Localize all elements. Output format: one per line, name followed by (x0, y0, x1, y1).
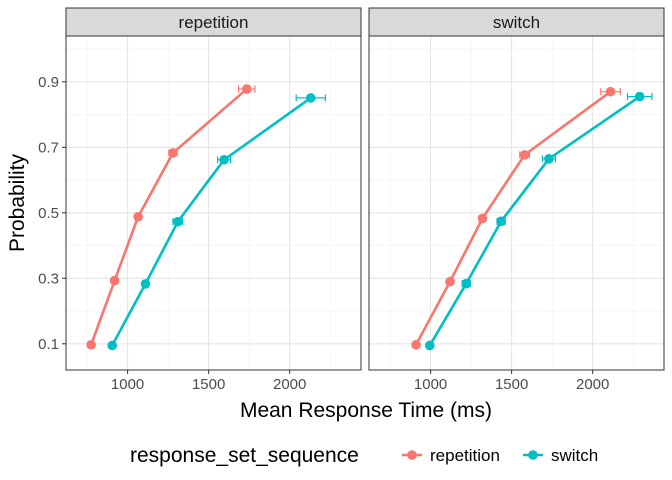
data-point (305, 93, 316, 103)
data-point (219, 154, 229, 165)
panel-border (65, 35, 362, 371)
legend-entry-repetition: repetition (402, 446, 500, 465)
series-switch (107, 93, 326, 351)
data-point (461, 278, 472, 289)
data-point (519, 150, 530, 160)
legend-title: response_set_sequence (130, 444, 359, 467)
facet-strip-label: switch (493, 13, 540, 32)
legend-entry-switch: switch (523, 446, 598, 465)
data-point (477, 213, 488, 224)
panel-border (368, 35, 665, 371)
y-tick-label: 0.9 (38, 74, 59, 91)
legend: response_set_sequence repetition switch (130, 444, 598, 467)
x-tick-label: 1500 (495, 376, 528, 393)
data-point (241, 84, 252, 94)
x-tick-label: 1500 (192, 376, 225, 393)
legend-key-point (407, 450, 417, 460)
y-tick-label: 0.3 (38, 270, 59, 287)
legend-label: switch (551, 446, 598, 465)
facet-strip-label: repetition (179, 13, 249, 32)
facet-panel-switch: switch 1000 1500 2000 (368, 7, 665, 393)
x-tick-label: 2000 (576, 376, 609, 393)
data-point (544, 153, 554, 164)
data-point (140, 279, 151, 289)
legend-label: repetition (430, 446, 500, 465)
x-tick-label: 1000 (111, 376, 144, 393)
data-point (445, 276, 455, 287)
x-tick-label: 1000 (414, 376, 447, 393)
y-tick-label: 0.7 (38, 139, 59, 156)
data-point (109, 275, 120, 286)
series-repetition (411, 86, 621, 350)
data-point (133, 211, 143, 222)
data-point (605, 86, 616, 97)
y-tick-label: 0.5 (38, 205, 59, 222)
facet-strip (65, 7, 362, 37)
facet-panel-repetition: repetition 1000 1500 2000 (65, 7, 362, 393)
legend-key-point (528, 450, 538, 460)
data-point (173, 216, 183, 227)
data-point (411, 339, 421, 350)
panel-background (66, 36, 361, 370)
x-tick-label: 2000 (273, 376, 306, 393)
data-point (634, 91, 645, 102)
y-axis: 0.1 0.3 0.5 0.7 0.9 (38, 74, 66, 353)
series-switch (424, 91, 653, 351)
data-point (168, 148, 178, 158)
data-point (496, 216, 506, 227)
facet-strip (368, 7, 665, 37)
panels-layer: repetition 1000 1500 2000 switch 1000 1500 2000 (65, 7, 665, 393)
y-axis-title: Probability (6, 153, 29, 252)
data-point (107, 340, 117, 351)
data-point (86, 339, 96, 350)
x-axis-title: Mean Response Time (ms) (240, 399, 492, 422)
data-point (424, 340, 435, 351)
series-repetition (86, 84, 256, 350)
y-tick-label: 0.1 (38, 336, 59, 353)
